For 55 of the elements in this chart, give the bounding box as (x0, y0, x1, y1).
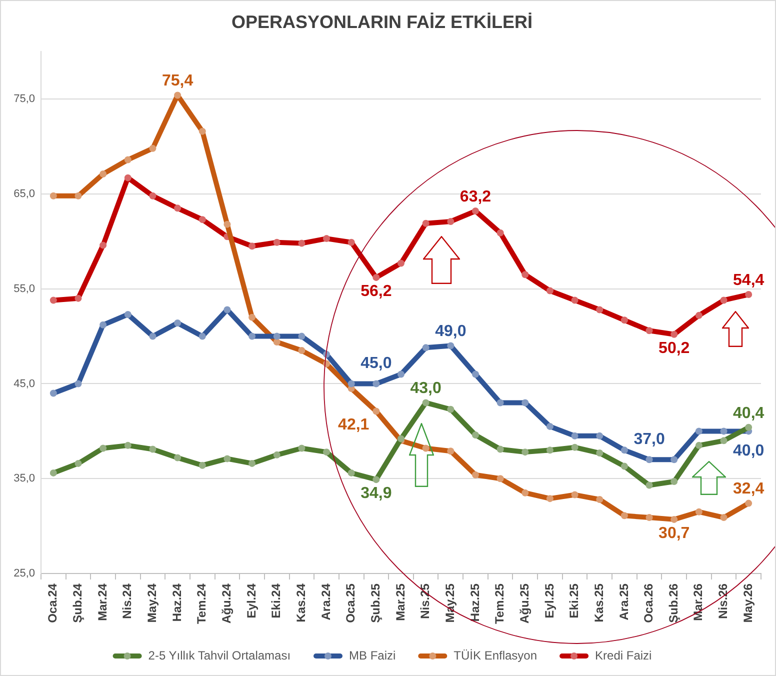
legend-label: Kredi Faizi (595, 648, 652, 662)
x-tick-label: Haz.24 (170, 583, 184, 622)
data-label: 40,4 (733, 404, 764, 422)
x-tick-label: Ağu.24 (220, 583, 234, 624)
x-tick-label: Eki.25 (567, 583, 582, 618)
x-tick-label: Ağu.25 (517, 583, 532, 624)
x-tick-label: Oca.25 (344, 583, 358, 623)
data-label: 45,0 (360, 355, 392, 372)
x-tick-label: Şub.26 (666, 583, 680, 623)
data-label: 34,9 (360, 484, 392, 502)
x-tick-label: Oca.26 (642, 583, 656, 623)
x-tick-label: Tem.24 (194, 583, 209, 624)
x-tick-label: Mar.24 (95, 583, 110, 621)
data-label: 49,0 (435, 323, 466, 340)
legend-label: TÜİK Enflasyon (454, 648, 538, 662)
x-tick-label: May.26 (740, 583, 755, 623)
data-label: 43,0 (410, 380, 442, 398)
x-tick-label: Ara.24 (318, 583, 333, 620)
data-label: 42,1 (338, 416, 370, 434)
data-label: 40,0 (733, 442, 764, 460)
x-tick-label: Eyl.24 (244, 583, 258, 618)
y-tick-label: 55,0 (14, 282, 35, 295)
data-label: 30,7 (658, 524, 690, 542)
x-tick-label: Şub.25 (368, 583, 382, 623)
y-tick-label: 35,0 (14, 472, 35, 485)
data-label: 37,0 (634, 431, 665, 448)
x-tick-label: Tem.25 (492, 583, 507, 624)
x-tick-label: Nis.24 (120, 583, 134, 619)
data-label: 63,2 (460, 188, 492, 206)
x-tick-label: Kas.24 (294, 583, 308, 622)
x-tick-label: Nis.25 (418, 583, 432, 619)
x-tick-label: Eyl.25 (542, 583, 556, 618)
y-tick-label: 65,0 (14, 188, 35, 200)
y-tick-label: 25,0 (14, 568, 35, 580)
x-tick-label: Kas.25 (592, 583, 606, 622)
legend-label: 2-5 Yıllık Tahvil Ortalaması (148, 648, 291, 662)
x-tick-label: Şub.24 (70, 583, 85, 623)
data-label: 50,2 (658, 340, 690, 357)
data-label: 75,4 (162, 72, 194, 90)
x-tick-label: Ara.25 (616, 583, 631, 620)
x-tick-label: May.24 (145, 583, 160, 623)
legend-label: MB Faizi (348, 648, 396, 662)
x-tick-label: May.25 (442, 583, 457, 623)
chart-title: OPERASYONLARIN FAİZ ETKİLERİ (231, 12, 533, 32)
data-label: 32,4 (733, 480, 764, 498)
x-tick-label: Eki.24 (269, 583, 284, 618)
data-label: 56,2 (360, 282, 392, 300)
x-tick-label: Mar.25 (393, 583, 408, 621)
y-tick-label: 45,0 (14, 378, 35, 390)
x-tick-label: Oca.24 (46, 583, 60, 623)
x-tick-label: Nis.26 (716, 583, 730, 619)
x-tick-label: Mar.26 (691, 583, 706, 621)
x-tick-label: Haz.25 (468, 583, 482, 622)
data-label: 54,4 (733, 272, 764, 289)
y-tick-label: 75,0 (14, 93, 35, 106)
